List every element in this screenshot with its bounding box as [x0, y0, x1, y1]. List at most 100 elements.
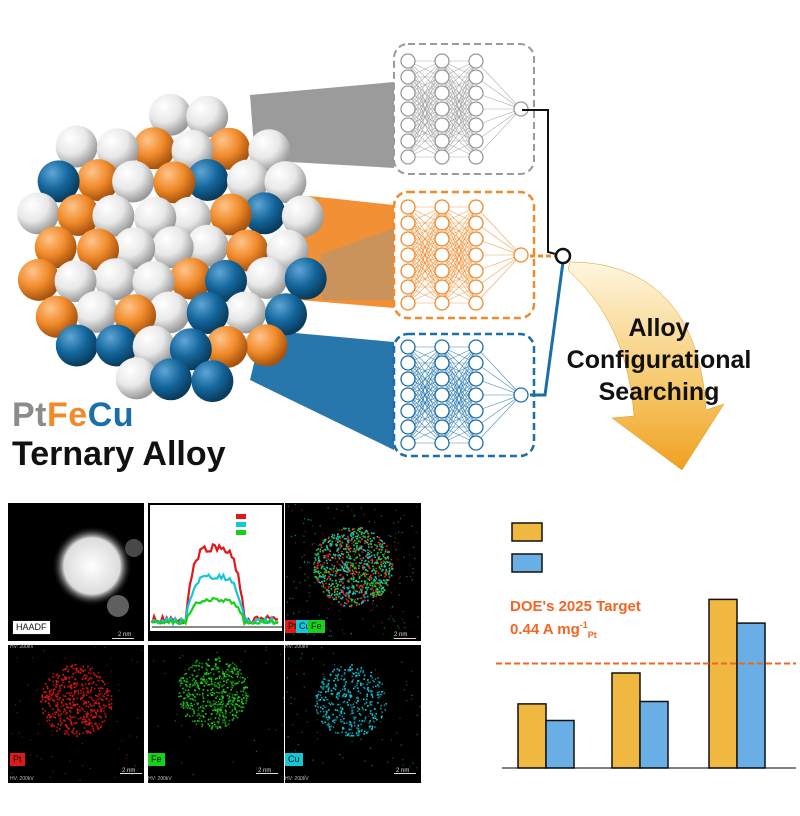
map-pixel	[221, 703, 223, 706]
map-pixel	[356, 668, 359, 671]
map-pixel	[224, 709, 227, 712]
map-pixel	[355, 567, 357, 570]
map-pixel	[373, 586, 375, 588]
map-pixel	[242, 690, 245, 693]
map-pixel	[314, 695, 317, 697]
map-pixel	[381, 683, 383, 685]
map-pixel	[53, 684, 55, 687]
element-fe: Fe	[47, 396, 88, 434]
map-pixel	[323, 577, 326, 580]
map-pixel	[53, 688, 56, 691]
map-pixel	[367, 586, 370, 589]
map-pixel	[232, 704, 235, 707]
map-pixel	[220, 711, 222, 713]
map-pixel	[110, 703, 113, 705]
map-pixel	[69, 703, 72, 706]
map-pixel	[385, 573, 387, 575]
map-pixel	[355, 579, 357, 582]
map-label-pt: Pt	[10, 753, 25, 766]
map-pixel	[131, 774, 134, 776]
map-pixel	[357, 534, 360, 536]
map-pixel	[351, 741, 353, 743]
map-pixel	[337, 554, 339, 557]
map-pixel	[87, 701, 90, 703]
map-pixel	[372, 572, 375, 575]
map-pixel	[102, 695, 104, 697]
map-pixel	[328, 536, 330, 538]
map-pixel	[357, 728, 360, 731]
map-pixel	[318, 581, 320, 583]
map-pixel	[337, 697, 339, 700]
map-pixel	[104, 646, 106, 648]
map-pixel	[379, 581, 381, 584]
map-pixel	[340, 545, 343, 547]
map-pixel	[371, 676, 373, 679]
map-pixel	[180, 677, 183, 680]
map-pixel	[361, 720, 363, 722]
map-pixel	[343, 564, 346, 566]
map-pixel	[303, 541, 305, 543]
map-pixel	[334, 717, 336, 719]
map-pixel	[69, 710, 71, 712]
map-pixel	[348, 668, 351, 671]
map-pixel	[196, 719, 199, 722]
map-pixel	[222, 719, 225, 721]
map-pixel	[336, 692, 339, 695]
map-pixel	[98, 723, 101, 725]
map-pixel	[341, 629, 343, 631]
map-pixel	[382, 555, 385, 558]
map-pixel	[412, 572, 414, 574]
map-pixel	[347, 601, 350, 603]
alloy-composition-title: PtFeCu	[12, 396, 134, 435]
map-pixel	[363, 567, 366, 569]
map-pixel	[322, 533, 324, 535]
map-pixel	[219, 707, 222, 709]
map-pixel	[328, 679, 330, 682]
map-pixel	[335, 685, 337, 688]
map-pixel	[234, 697, 236, 700]
map-pixel	[379, 544, 382, 547]
map-pixel	[380, 716, 383, 719]
map-pixel	[370, 551, 373, 554]
map-pixel	[358, 586, 360, 589]
map-pixel	[68, 707, 70, 709]
map-pixel	[357, 734, 360, 737]
map-pixel	[375, 562, 378, 565]
map-pixel	[43, 691, 46, 693]
map-pixel	[81, 678, 84, 680]
map-pixel	[377, 592, 379, 594]
map-pixel	[371, 571, 373, 573]
map-pixel	[320, 706, 322, 709]
map-pixel	[295, 587, 297, 589]
map-pixel	[71, 723, 73, 726]
atom-cu	[186, 159, 229, 201]
atom-pt	[245, 257, 288, 299]
map-pixel	[350, 694, 352, 697]
map-pixel	[181, 724, 183, 727]
network-edge	[475, 378, 522, 396]
map-pixel	[330, 594, 332, 597]
map-pixel	[97, 695, 99, 698]
atom-cu	[265, 293, 307, 336]
map-pixel	[341, 550, 343, 553]
map-pixel	[334, 588, 336, 591]
map-pixel	[101, 721, 104, 723]
map-pixel	[378, 543, 381, 546]
map-pixel	[192, 664, 194, 667]
atom-pt	[149, 93, 192, 136]
map-pixel	[380, 539, 382, 542]
map-pixel	[340, 719, 342, 721]
map-pixel	[386, 550, 389, 552]
map-pixel	[334, 677, 337, 680]
map-pixel	[329, 673, 332, 676]
map-pixel	[207, 700, 209, 702]
map-pixel	[63, 719, 65, 722]
map-pixel	[342, 694, 344, 697]
map-pixel	[340, 578, 342, 581]
map-pixel	[338, 557, 341, 560]
map-pixel	[364, 716, 367, 719]
haadf-particle	[52, 526, 132, 606]
map-pixel	[345, 561, 348, 563]
map-pixel	[294, 542, 297, 544]
map-pixel	[374, 678, 377, 680]
